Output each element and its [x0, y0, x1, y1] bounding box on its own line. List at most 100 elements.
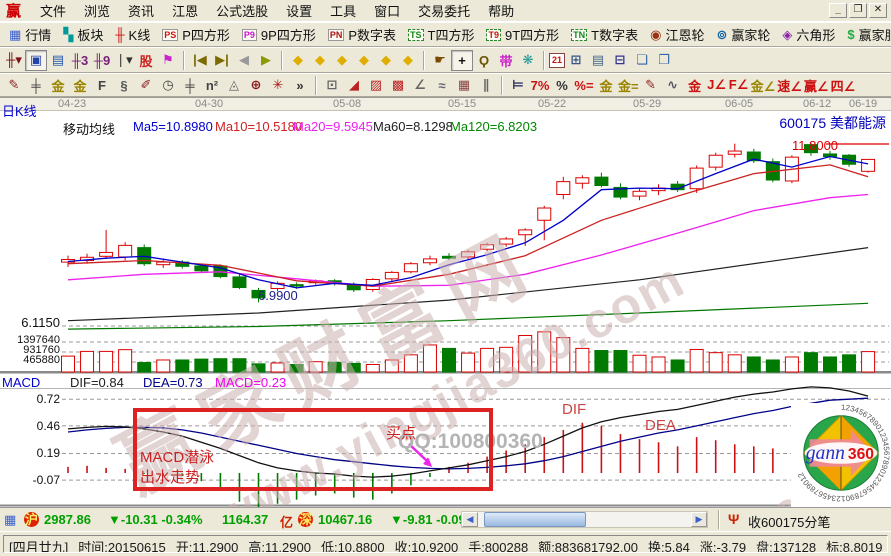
- f-angle-button[interactable]: F∠: [728, 77, 749, 92]
- menu-item-1[interactable]: 浏览: [84, 3, 111, 19]
- star-rays-button[interactable]: ✳: [272, 77, 284, 92]
- trend-knife-button[interactable]: ✎: [8, 77, 20, 92]
- menu-item-9[interactable]: 帮助: [488, 3, 515, 19]
- chart-canvas[interactable]: 04-23 04-30 05-08 05-15 05-22 05-29 06-05 06-12…: [0, 97, 891, 507]
- compass-button[interactable]: ⊕: [250, 77, 262, 92]
- angle-knife-button[interactable]: ✐: [140, 77, 152, 92]
- gann-all-button[interactable]: ◆: [403, 52, 413, 67]
- fan-box-button[interactable]: ▨: [369, 77, 383, 92]
- menu-item-3[interactable]: 江恩: [172, 3, 199, 19]
- time-cycle-button[interactable]: ◷: [162, 77, 174, 92]
- close-button[interactable]: ✕: [869, 3, 887, 18]
- fan-rays-button[interactable]: ◢: [349, 77, 359, 92]
- gann-v-button[interactable]: ◆: [381, 52, 391, 67]
- toolbar-t-number-button[interactable]: TN T数字表: [565, 24, 644, 45]
- ohlc-info-line: [四月廿九] 时间:20150615 开:11.2900 高:11.2900 低:10.…: [3, 535, 888, 553]
- dif-curve-label: DIF: [562, 401, 587, 418]
- memo-button[interactable]: ▤: [591, 52, 605, 67]
- scrollbar-thumb[interactable]: [484, 512, 586, 527]
- key-lock-button[interactable]: Ϙ: [478, 52, 490, 68]
- first-page-button[interactable]: |◀: [193, 52, 207, 67]
- more-button[interactable]: »: [296, 77, 304, 93]
- scroll-left-button[interactable]: ◀: [462, 512, 478, 527]
- wave-line-button[interactable]: ≈: [438, 77, 446, 93]
- toolbar-quote-button[interactable]: ▦ 行情: [3, 24, 57, 45]
- gold-grid-button[interactable]: 金: [51, 78, 65, 94]
- toolbar-t-square-button[interactable]: TS T四方形: [402, 24, 480, 45]
- toolbar-winner-wheel-button[interactable]: ⊚ 赢家轮: [710, 24, 776, 45]
- net-box-button[interactable]: ▩: [391, 77, 405, 92]
- gann-x-button[interactable]: ◆: [359, 52, 369, 67]
- square-n2-button[interactable]: n²: [205, 77, 219, 93]
- split-window-button[interactable]: ▣: [25, 49, 47, 71]
- grid-tool-button[interactable]: ╪: [31, 77, 41, 93]
- last-page-button[interactable]: ▶|: [215, 52, 229, 67]
- menu-item-0[interactable]: 文件: [40, 3, 67, 19]
- minimize-button[interactable]: _: [829, 3, 847, 18]
- j-angle-button[interactable]: J∠: [707, 77, 727, 92]
- toolbar-sectors-button[interactable]: ▚ 板块: [57, 24, 109, 45]
- toolbar-9t-square-button[interactable]: T9 9T四方形: [480, 24, 565, 45]
- quote-table-icon[interactable]: ▦: [4, 512, 17, 527]
- toolbar-hexagon-button[interactable]: ◈ 六角形: [776, 24, 841, 45]
- win-angle-button[interactable]: 赢∠: [803, 78, 829, 94]
- three-kline-button[interactable]: ╫3: [71, 52, 89, 68]
- spiral-button[interactable]: §: [120, 77, 128, 93]
- calendar-button[interactable]: 21: [549, 52, 565, 68]
- toolbar-p-square-button[interactable]: PS P四方形: [156, 24, 236, 45]
- toolbar-p-number-button[interactable]: PN P数字表: [322, 24, 402, 45]
- toolbar-winner-service-button[interactable]: $赢家服务: [841, 24, 891, 45]
- toolbar-gann-wheel-button[interactable]: ◉ 江恩轮: [644, 24, 710, 45]
- menu-item-5[interactable]: 设置: [286, 3, 313, 19]
- gold-circle-button[interactable]: 金: [599, 78, 613, 94]
- calculator-button[interactable]: ⊞: [570, 52, 582, 67]
- four-angle-button[interactable]: 四∠: [830, 78, 856, 94]
- menu-item-4[interactable]: 公式选股: [216, 3, 269, 19]
- percent-7-button[interactable]: 7%: [530, 77, 550, 93]
- percent-button[interactable]: %: [556, 77, 568, 93]
- gold-line-button[interactable]: 金=: [618, 78, 639, 94]
- smart-brain-button[interactable]: ❋: [522, 52, 534, 67]
- menu-item-2[interactable]: 资讯: [128, 3, 155, 19]
- box-range-button[interactable]: ⊡: [326, 77, 338, 92]
- gold-pen-button[interactable]: ✎: [645, 77, 657, 92]
- menu-item-6[interactable]: 工具: [330, 3, 357, 19]
- menu-item-7[interactable]: 窗口: [374, 3, 401, 19]
- menu-item-8[interactable]: 交易委托: [418, 3, 471, 19]
- ribbon-button[interactable]: 带: [499, 53, 513, 69]
- gold-grid-2-button[interactable]: 金: [73, 78, 87, 94]
- f10-report-button[interactable]: ▤: [51, 52, 65, 67]
- stock-filter-button[interactable]: 股: [139, 53, 153, 69]
- drag-hand-button[interactable]: ☛: [434, 52, 446, 67]
- toolbar-kline-button[interactable]: ╫ K线: [109, 24, 156, 45]
- single-kline-button[interactable]: ❘▾: [115, 52, 133, 67]
- gold-angle-button[interactable]: 金∠: [750, 78, 776, 94]
- toolbar-9p-square-button[interactable]: P9 9P四方形: [236, 24, 322, 45]
- kline-style-button[interactable]: ╫▾: [6, 52, 22, 67]
- horizontal-scrollbar[interactable]: ◀ ▶: [461, 511, 708, 528]
- scroll-right-button[interactable]: ▶: [691, 512, 707, 527]
- grid-red-button[interactable]: ▦: [457, 77, 471, 92]
- ratio-bars-button[interactable]: ⊨: [512, 77, 524, 92]
- percent-line-button[interactable]: %=: [574, 77, 594, 93]
- sync-button[interactable]: ❐: [658, 52, 670, 67]
- mark-flag-button[interactable]: ⚑: [162, 52, 174, 67]
- speed-angle-button[interactable]: 速∠: [777, 78, 802, 94]
- mirror-button[interactable]: ◬: [229, 77, 239, 92]
- prev-page-button[interactable]: ◀: [239, 52, 249, 67]
- crosshair-button[interactable]: +: [451, 49, 473, 71]
- nine-kline-button[interactable]: ╫9: [93, 52, 111, 68]
- gann-right-button[interactable]: ◆: [315, 52, 325, 67]
- gold-box-button[interactable]: 金: [688, 78, 702, 94]
- wave-a-button[interactable]: ∿: [667, 77, 679, 92]
- restore-button[interactable]: ❐: [849, 3, 867, 18]
- fib-grid-button[interactable]: F: [98, 77, 106, 93]
- price-grid-button[interactable]: ╪: [185, 77, 195, 93]
- gann-h-button[interactable]: ◆: [337, 52, 347, 67]
- layout-save-button[interactable]: ❏: [636, 52, 648, 67]
- parallel-button[interactable]: ∥: [482, 77, 490, 92]
- next-page-button[interactable]: ▶: [261, 52, 271, 67]
- save-button[interactable]: ⊟: [614, 52, 626, 67]
- angle-line-button[interactable]: ∠: [414, 77, 426, 92]
- gann-left-button[interactable]: ◆: [293, 52, 303, 67]
